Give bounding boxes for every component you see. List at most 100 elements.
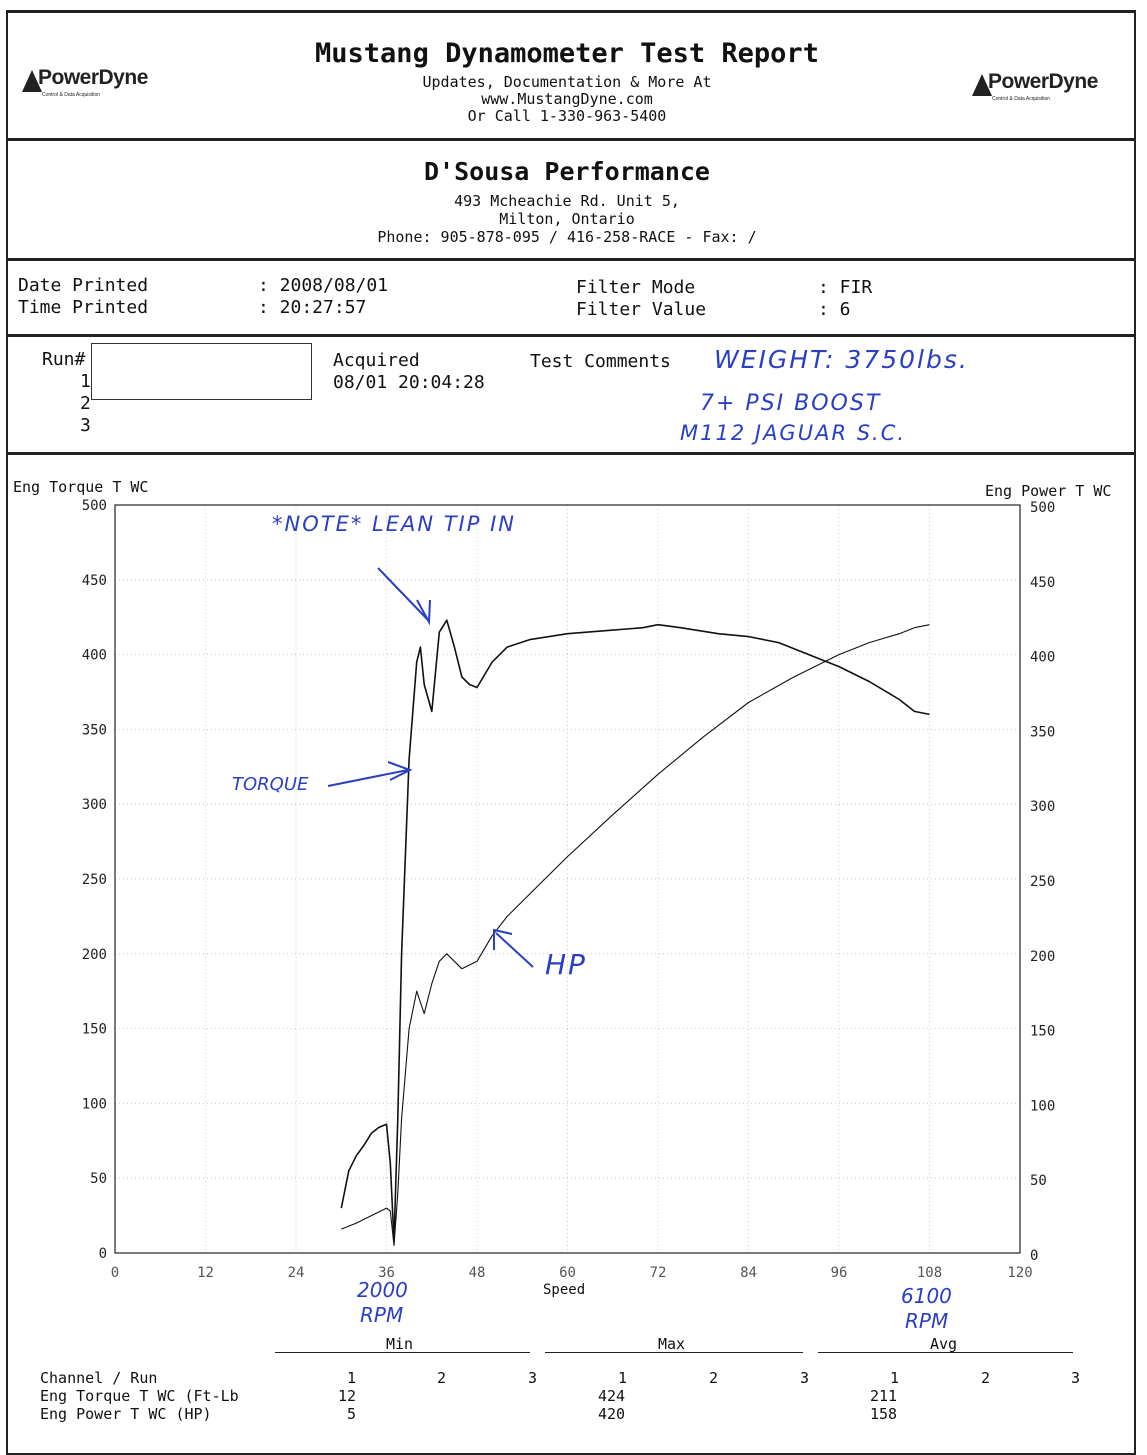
handwritten-rpm-high: 6100	[901, 1284, 952, 1308]
x-tick-label: 72	[650, 1265, 667, 1281]
report-title: Mustang Dynamometer Test Report	[315, 38, 819, 69]
channel-header: Channel / Run	[40, 1369, 158, 1387]
x-tick-label: 48	[469, 1265, 486, 1281]
chart-grid	[115, 505, 1020, 1253]
shop-address-1: 493 Mcheachie Rd. Unit 5,	[454, 192, 680, 210]
y-tick-label-right: 0	[1030, 1248, 1038, 1264]
hp-arrow	[495, 932, 534, 968]
annotation-arrows	[327, 567, 534, 968]
handwritten-rpm-low: 2000	[357, 1278, 408, 1302]
handwritten-weight: WEIGHT: 3750lbs.	[714, 345, 969, 374]
stats-row-label: Eng Torque T WC (Ft-Lb	[40, 1387, 239, 1405]
header-line-2: www.MustangDyne.com	[481, 90, 653, 108]
hp-arrow-head	[493, 928, 513, 950]
filter-mode-label: Filter Mode	[576, 277, 696, 298]
divider	[6, 334, 1134, 337]
y-tick-label-left: 450	[82, 573, 107, 589]
min-run-1: 1	[347, 1369, 357, 1387]
y-tick-label-right: 350	[1030, 724, 1055, 740]
run-number: 2	[80, 393, 91, 414]
y-axis-left-title: Eng Torque T WC	[13, 478, 149, 496]
handwritten-note: *NOTE* LEAN TIP IN	[272, 512, 516, 536]
avg-run-1: 1	[890, 1369, 900, 1387]
handwritten-rpm-high-unit: RPM	[905, 1309, 949, 1333]
torque-series-line	[340, 619, 930, 1242]
handwritten-boost: 7+ PSI BOOST	[700, 391, 882, 416]
avg-run-2: 2	[981, 1369, 991, 1387]
header-line-3: Or Call 1-330-963-5400	[467, 107, 667, 125]
torque-arrow-head	[387, 761, 413, 781]
redacted-box	[91, 343, 312, 400]
y-tick-label-left: 100	[82, 1096, 107, 1112]
y-tick-label-left: 300	[82, 797, 107, 813]
min-run-2: 2	[437, 1369, 447, 1387]
y-tick-label-right: 300	[1030, 799, 1055, 815]
shop-name: D'Sousa Performance	[424, 157, 710, 186]
y-tick-label-right: 500	[1030, 500, 1055, 516]
max-run-3: 3	[800, 1369, 810, 1387]
group-underline	[275, 1352, 530, 1353]
stats-min-value: 12	[338, 1387, 357, 1405]
acquired-label: Acquired	[333, 350, 420, 371]
shop-address-2: Milton, Ontario	[499, 210, 635, 228]
stats-group-max: Max	[658, 1335, 686, 1353]
x-tick-label: 84	[740, 1265, 757, 1281]
date-printed-value: : 2008/08/01	[258, 275, 389, 296]
stats-avg-value: 211	[870, 1387, 898, 1405]
max-run-2: 2	[709, 1369, 719, 1387]
stats-avg-value: 158	[870, 1405, 898, 1423]
x-tick-label: 24	[288, 1265, 305, 1281]
date-printed-label: Date Printed	[18, 275, 149, 296]
power-series-line	[341, 624, 930, 1247]
y-tick-label-right: 450	[1030, 575, 1055, 591]
avg-run-3: 3	[1071, 1369, 1081, 1387]
stats-row-label: Eng Power T WC (HP)	[40, 1405, 212, 1423]
y-tick-label-right: 200	[1030, 949, 1055, 965]
y-tick-label-right: 250	[1030, 874, 1055, 890]
handwritten-hp: HP	[545, 948, 587, 981]
divider	[6, 258, 1134, 261]
stats-max-value: 420	[598, 1405, 626, 1423]
y-tick-label-left: 500	[82, 498, 107, 514]
y-tick-label-right: 50	[1030, 1173, 1047, 1189]
x-axis-title: Speed	[543, 1282, 586, 1298]
x-tick-label: 120	[1007, 1265, 1032, 1281]
filter-value-value: : 6	[818, 299, 851, 320]
stats-group-avg: Avg	[930, 1335, 958, 1353]
shop-phone: Phone: 905-878-095 / 416-258-RACE - Fax:…	[377, 228, 757, 246]
plot-area-border	[114, 504, 1021, 1254]
y-tick-label-left: 200	[82, 947, 107, 963]
powerdyne-logo-left: PowerDyne Control & Data Acquisition	[22, 66, 148, 98]
test-comments-label: Test Comments	[530, 351, 671, 372]
y-tick-label-right: 100	[1030, 1098, 1055, 1114]
filter-value-label: Filter Value	[576, 299, 707, 320]
run-number: 3	[80, 415, 91, 436]
group-underline	[818, 1352, 1073, 1353]
handwritten-torque: TORQUE	[232, 774, 309, 795]
run-number: 1	[80, 371, 91, 392]
y-tick-label-right: 400	[1030, 650, 1055, 666]
time-printed-value: : 20:27:57	[258, 297, 367, 318]
stats-max-value: 424	[598, 1387, 626, 1405]
time-printed-label: Time Printed	[18, 297, 149, 318]
x-tick-label: 96	[831, 1265, 848, 1281]
y-tick-label-left: 350	[82, 722, 107, 738]
y-tick-label-left: 250	[82, 872, 107, 888]
divider	[6, 138, 1134, 141]
y-tick-label-left: 50	[90, 1171, 107, 1187]
y-tick-label-left: 150	[82, 1022, 107, 1038]
acquired-value: 08/01 20:04:28	[333, 372, 485, 393]
y-tick-label-right: 150	[1030, 1024, 1055, 1040]
torque-arrow	[327, 769, 409, 787]
min-run-3: 3	[528, 1369, 538, 1387]
x-tick-label: 60	[559, 1265, 576, 1281]
run-label: Run#	[42, 349, 86, 370]
y-axis-right-title: Eng Power T WC	[985, 482, 1112, 500]
stats-group-min: Min	[386, 1335, 414, 1353]
divider	[6, 452, 1134, 455]
x-tick-label: 108	[917, 1265, 942, 1281]
note-arrow	[377, 567, 429, 621]
x-tick-label: 36	[378, 1265, 395, 1281]
